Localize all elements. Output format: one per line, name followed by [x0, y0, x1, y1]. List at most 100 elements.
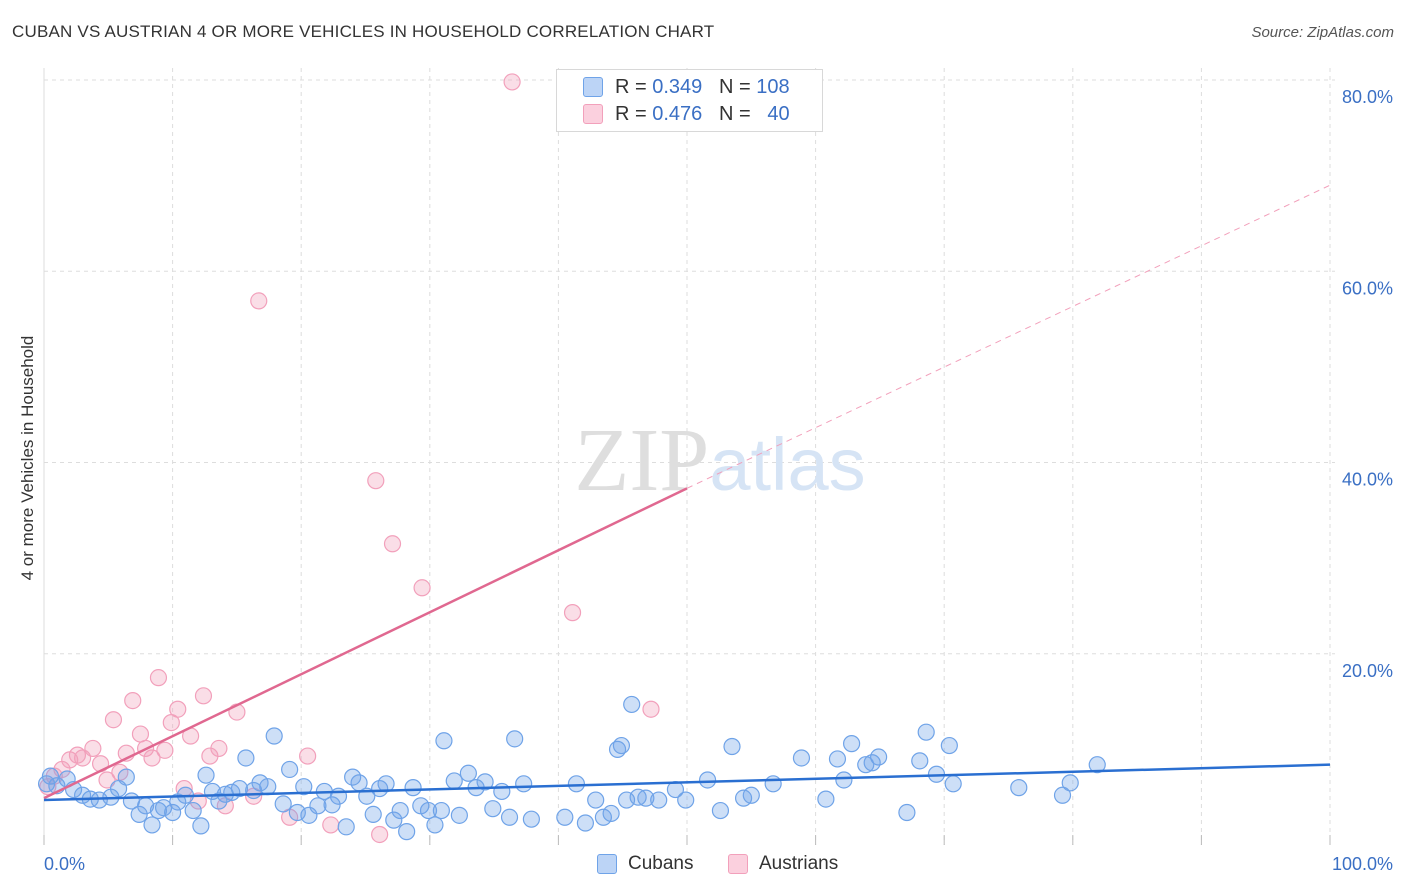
cuban-point	[522, 810, 540, 828]
source-label: Source: ZipAtlas.com	[1251, 24, 1394, 41]
cuban-point	[364, 805, 382, 824]
cuban-point	[1088, 756, 1106, 774]
cubans-trend-line	[43, 763, 1331, 802]
cuban-point	[143, 816, 161, 834]
y-tick-label: 40.0%	[1342, 470, 1393, 490]
austrian-point	[371, 825, 389, 844]
cuban-point	[1061, 774, 1079, 792]
austrians-r-value: 0.476	[652, 102, 703, 125]
austrians-legend-label: Austrians	[759, 853, 839, 874]
cuban-point	[398, 823, 416, 841]
watermark-atlas: atlas	[709, 423, 865, 506]
cuban-point	[435, 732, 453, 750]
austrian-point	[98, 771, 116, 789]
cuban-point	[623, 695, 641, 714]
cuban-point	[149, 801, 168, 820]
cuban-point	[265, 727, 283, 745]
austrian-point	[367, 472, 385, 490]
cuban-point	[792, 749, 811, 767]
cuban-point	[385, 811, 403, 829]
cuban-point	[197, 766, 215, 784]
chart-title: CUBAN VS AUSTRIAN 4 OR MORE VEHICLES IN …	[12, 22, 715, 41]
austrian-point	[156, 741, 174, 759]
austrians-points	[39, 73, 660, 844]
cuban-point	[506, 730, 524, 748]
cuban-point	[857, 756, 875, 774]
cuban-point	[476, 773, 494, 791]
austrian-point	[250, 292, 268, 310]
cuban-point	[515, 775, 533, 793]
legend-row-cubans: R = 0.349 N = 108	[583, 75, 790, 99]
cuban-point	[723, 737, 741, 756]
cuban-point	[677, 791, 695, 809]
cuban-point	[251, 774, 269, 792]
austrian-point	[299, 747, 317, 765]
cubans-swatch	[583, 77, 603, 97]
legend-row-austrians: R = 0.476 N = 40	[583, 102, 790, 126]
series-legend-austrians: Austrians	[728, 852, 838, 876]
cuban-point	[223, 783, 241, 802]
cuban-point	[637, 789, 655, 807]
cuban-point	[210, 792, 228, 810]
series-legend-cubans: Cubans	[597, 852, 694, 876]
cuban-point	[459, 764, 477, 782]
cuban-point	[612, 736, 631, 755]
austrians-trend-extension	[686, 184, 1331, 489]
cubans-legend-swatch	[597, 854, 617, 874]
y-tick-labels: 20.0% 40.0% 60.0% 80.0%	[1342, 87, 1393, 681]
austrian-point	[124, 692, 142, 710]
x-tick-label: 0.0%	[44, 854, 85, 874]
cuban-point	[404, 779, 422, 797]
austrian-point	[39, 778, 57, 796]
austrian-point	[563, 604, 582, 622]
cuban-point	[484, 800, 502, 818]
austrians-swatch	[583, 104, 603, 124]
austrian-point	[642, 700, 660, 718]
cuban-point	[576, 814, 595, 832]
cuban-point	[500, 808, 519, 826]
cuban-point	[323, 796, 341, 814]
cuban-point	[1010, 779, 1028, 797]
cuban-point	[650, 791, 668, 809]
cuban-point	[567, 775, 586, 793]
austrian-point	[210, 739, 228, 758]
cuban-point	[419, 801, 438, 820]
cubans-n-label: N =	[718, 75, 751, 98]
cuban-point	[230, 779, 249, 798]
cuban-point	[742, 786, 760, 804]
cubans-legend-label: Cubans	[628, 853, 694, 874]
cuban-point	[594, 808, 613, 826]
austrians-n-label: N =	[718, 102, 751, 125]
cuban-point	[426, 816, 444, 834]
y-tick-label: 80.0%	[1342, 87, 1393, 107]
x-tick-label: 100.0%	[1332, 854, 1393, 874]
cuban-point	[1053, 786, 1072, 804]
x-tick-labels: 0.0% 100.0%	[44, 854, 1393, 874]
cuban-point	[337, 818, 355, 836]
cuban-point	[940, 736, 958, 755]
cuban-point	[556, 808, 574, 826]
cuban-point	[764, 775, 782, 793]
cubans-n-value: 108	[756, 75, 790, 98]
cuban-point	[130, 805, 148, 824]
watermark: ZIPatlas	[574, 411, 865, 510]
austrian-point	[413, 579, 431, 597]
cubans-r-value: 0.349	[652, 75, 703, 98]
austrian-point	[503, 73, 521, 91]
cuban-point	[281, 760, 299, 779]
cuban-point	[192, 817, 210, 835]
cuban-point	[911, 752, 929, 770]
cuban-point	[184, 801, 202, 820]
cuban-point	[587, 791, 605, 809]
cuban-point	[344, 768, 362, 786]
trend-lines	[43, 184, 1331, 802]
cuban-point	[843, 735, 861, 753]
austrians-trend-line	[43, 487, 688, 800]
cuban-point	[309, 797, 327, 815]
cuban-point	[274, 795, 292, 813]
cuban-point	[817, 790, 835, 808]
cuban-point	[835, 771, 853, 789]
cuban-point	[602, 804, 620, 823]
cubans-points	[37, 695, 1106, 841]
cuban-point	[450, 806, 468, 824]
